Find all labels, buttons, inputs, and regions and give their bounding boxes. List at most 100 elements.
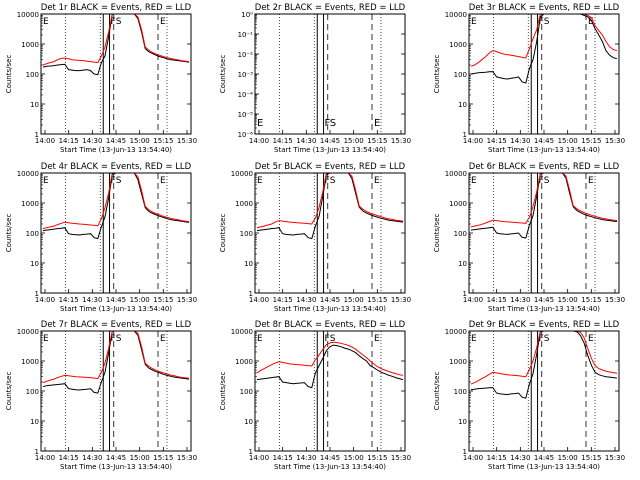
panel-9-xlabel: Start Time (13-Jun-13 13:54:40)	[488, 463, 600, 471]
panel-1-marker-left: E	[43, 17, 49, 27]
panel-3-marker-s: S	[544, 17, 550, 27]
panel-4-xtick-label: 14:30	[82, 296, 102, 304]
panel-5-xtick-label: 14:00	[249, 296, 269, 304]
panel-4-ytick-label: 1	[35, 290, 39, 298]
panel-2-xtick-label: 14:45	[320, 137, 340, 145]
panel-8-xlabel: Start Time (13-Jun-13 13:54:40)	[274, 463, 386, 471]
panel-7-ytick-label: 1	[35, 448, 39, 456]
panel-8-ytick-label: 10	[244, 418, 253, 426]
panel-9-xtick-label: 15:15	[581, 454, 601, 462]
panel-5-title: Det 5r BLACK = Events, RED = LLD	[255, 162, 406, 172]
panel-8-xtick-label: 14:30	[296, 454, 316, 462]
panel-6-xtick-label: 15:30	[605, 296, 625, 304]
panel-8-xtick-label: 14:45	[320, 454, 340, 462]
panel-4-ytick-label: 10	[30, 260, 39, 268]
panel-2-xtick-label: 14:30	[296, 137, 316, 145]
panel-6-ytick-label: 1	[463, 290, 467, 298]
panel-1-xtick-label: 14:00	[35, 137, 55, 145]
panel-1-marker-e: E	[160, 17, 166, 27]
panel-3-ytick-label: 1	[463, 131, 467, 139]
panel-6-xtick-label: 15:00	[558, 296, 578, 304]
panel-5-ytick-label: 1000	[235, 200, 253, 208]
panel-5-ytick-label: 10000	[231, 170, 253, 178]
panel-3-xtick-label: 15:00	[558, 137, 578, 145]
panel-8-marker-f: F	[325, 334, 330, 344]
panel-6-title: Det 6r BLACK = Events, RED = LLD	[469, 162, 620, 172]
panel-9-marker-f: F	[539, 334, 544, 344]
panel-8-frame	[254, 330, 406, 452]
panel-2-title: Det 2r BLACK = Events, RED = LLD	[255, 3, 406, 13]
panel-6-xtick-label: 14:30	[510, 296, 530, 304]
panel-4-ytick-label: 1000	[21, 200, 39, 208]
panel-9-ylabel: Counts/sec	[433, 372, 441, 411]
panel-1-marker-s: S	[116, 17, 122, 27]
panel-2-ytick-label: 10⁻⁴	[238, 91, 254, 99]
panel-8-lld-line	[256, 341, 404, 376]
panel-2-ytick-label: 10⁻³	[238, 71, 254, 79]
panel-3-xlabel: Start Time (13-Jun-13 13:54:40)	[488, 146, 600, 154]
panel-1-marker-f: F	[111, 17, 116, 27]
panel-5-ytick-label: 10	[244, 260, 253, 268]
panel-5-xtick-label: 14:45	[320, 296, 340, 304]
panel-4-xlabel: Start Time (13-Jun-13 13:54:40)	[60, 305, 172, 313]
panel-6-ylabel: Counts/sec	[433, 214, 441, 253]
panel-7-marker-f: F	[111, 334, 116, 344]
panel-7-ytick-label: 100	[26, 388, 39, 396]
panel-3-xtick-label: 14:45	[534, 137, 554, 145]
panel-3-ytick-label: 100	[454, 71, 467, 79]
panel-7-ytick-label: 1000	[21, 358, 39, 366]
panel-6-xtick-label: 14:00	[463, 296, 483, 304]
panel-3-ytick-label: 10	[458, 101, 467, 109]
panel-9-marker-s: S	[544, 334, 550, 344]
panel-1-ytick-label: 10000	[17, 11, 39, 19]
panel-5-xtick-label: 15:00	[344, 296, 364, 304]
panel-4-xtick-label: 14:00	[35, 296, 55, 304]
panel-2-ytick-label: 10⁻²	[238, 51, 254, 59]
panel-7-xlabel: Start Time (13-Jun-13 13:54:40)	[60, 463, 172, 471]
panel-9-xtick-label: 14:00	[463, 454, 483, 462]
panel-9-xtick-label: 15:00	[558, 454, 578, 462]
panel-6-xtick-label: 14:15	[487, 296, 507, 304]
panel-1-xtick-label: 14:30	[82, 137, 102, 145]
panel-2-marker-left: E	[257, 118, 263, 129]
panel-5-xtick-label: 15:15	[367, 296, 387, 304]
panel-7-ytick-label: 10000	[17, 328, 39, 336]
panel-8-ylabel: Counts/sec	[219, 372, 227, 411]
panel-1-frame	[40, 13, 192, 135]
panel-3-marker-left: E	[471, 17, 477, 27]
panel-8-xtick-label: 15:00	[344, 454, 364, 462]
panel-2-ytick-label: 10⁻⁶	[238, 131, 254, 139]
panel-2-marker-e: E	[374, 118, 380, 129]
panel-6-marker-f: F	[539, 176, 544, 186]
panel-7-xtick-label: 14:30	[82, 454, 102, 462]
panel-7-marker-s: S	[116, 334, 122, 344]
panel-5-xtick-label: 15:30	[391, 296, 411, 304]
panel-4-xtick-label: 14:45	[106, 296, 126, 304]
panel-9-xtick-label: 14:15	[487, 454, 507, 462]
panel-9-ytick-label: 100	[454, 388, 467, 396]
panel-8-events-line	[256, 344, 404, 389]
panel-8-marker-e: E	[374, 334, 380, 344]
panel-6-ytick-label: 1000	[449, 200, 467, 208]
panel-9-xtick-label: 15:30	[605, 454, 625, 462]
panel-8-ytick-label: 1	[249, 448, 253, 456]
panel-3-ylabel: Counts/sec	[433, 55, 441, 94]
panel-5-xtick-label: 14:30	[296, 296, 316, 304]
panel-2-ylabel: Counts/sec	[219, 55, 227, 94]
panel-2-xtick-label: 14:00	[249, 137, 269, 145]
panel-1-xtick-label: 15:15	[153, 137, 173, 145]
panel-3-title: Det 3r BLACK = Events, RED = LLD	[469, 3, 620, 13]
panel-1-xtick-label: 15:30	[177, 137, 197, 145]
panel-7-xtick-label: 15:00	[130, 454, 150, 462]
panel-9-frame	[468, 330, 620, 452]
panel-5-xtick-label: 14:15	[273, 296, 293, 304]
panel-3-xtick-label: 14:30	[510, 137, 530, 145]
panel-8-marker-left: E	[257, 334, 263, 344]
panel-2-ytick-label: 10⁻⁵	[238, 111, 254, 119]
panel-2-xtick-label: 14:15	[273, 137, 293, 145]
panel-4-xtick-label: 15:30	[177, 296, 197, 304]
panel-1-ytick-label: 10	[30, 101, 39, 109]
panel-9-xtick-label: 14:30	[510, 454, 530, 462]
panel-8-xtick-label: 15:15	[367, 454, 387, 462]
panel-6-ytick-label: 10	[458, 260, 467, 268]
